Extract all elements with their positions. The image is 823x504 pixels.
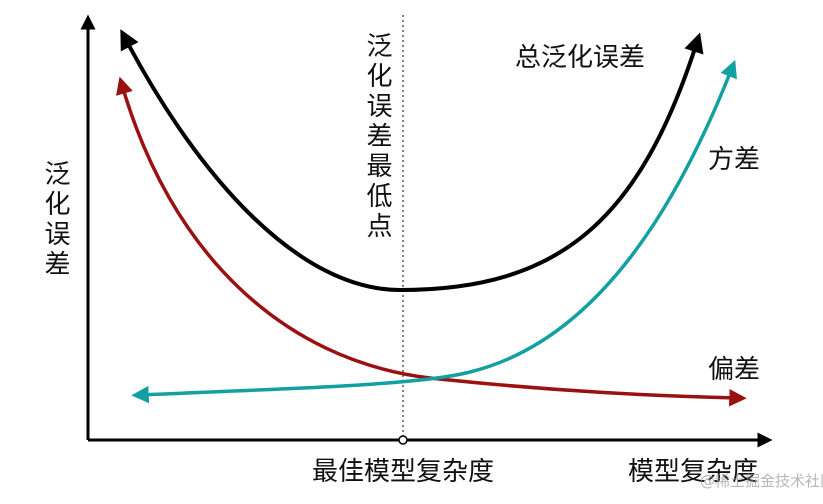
variance-label: 方差 [708,145,760,175]
optimum-label: 泛化误差最低点 [362,32,392,242]
optimum-x-label: 最佳模型复杂度 [312,457,494,487]
watermark: @稀土掘金技术社区 [700,472,823,490]
total-error-label: 总泛化误差 [515,43,645,73]
x-axis-label: 模型复杂度 [628,457,758,487]
optimum-point [398,435,408,445]
total-error-curve [120,29,704,293]
bias-curve [116,76,747,407]
bias-label: 偏差 [708,355,760,385]
y-axis-label: 泛化误差 [40,160,70,280]
variance-curve [131,59,737,404]
